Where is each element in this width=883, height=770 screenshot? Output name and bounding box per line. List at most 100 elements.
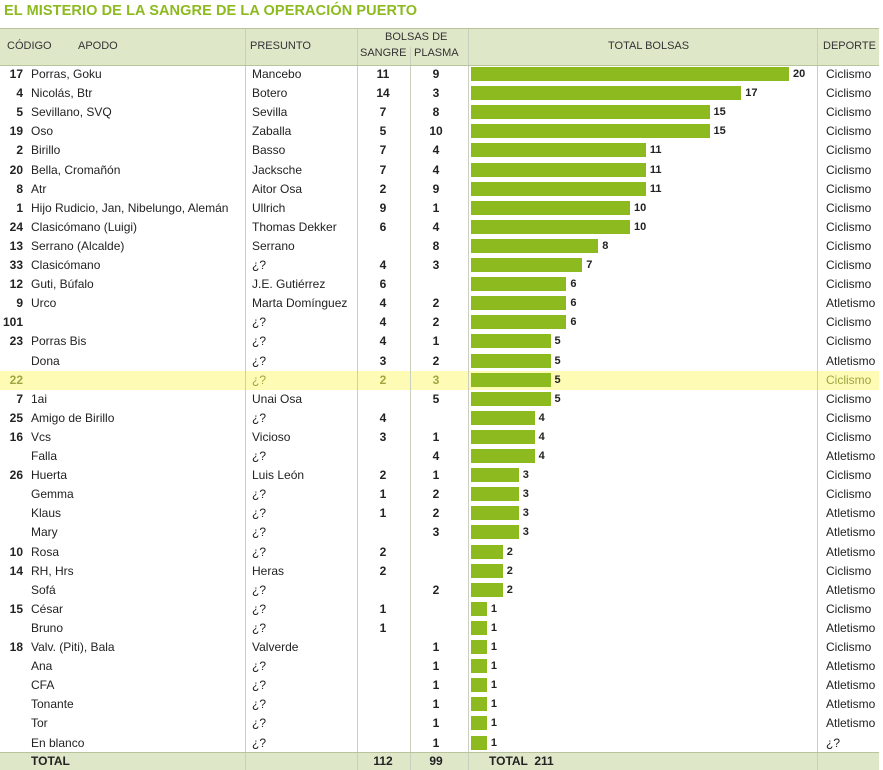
column-divider bbox=[245, 28, 246, 770]
total-bar bbox=[471, 181, 646, 196]
code-cell: 18 bbox=[9, 640, 23, 654]
sangre-cell: 7 bbox=[379, 162, 387, 177]
code-cell: 1 bbox=[16, 200, 23, 215]
code-cell: 24 bbox=[9, 219, 23, 234]
code-cell: 19 bbox=[9, 124, 23, 139]
header-total-bolsas: TOTAL BOLSAS bbox=[608, 40, 690, 52]
deporte-cell: Ciclismo bbox=[826, 563, 872, 578]
code-cell bbox=[0, 504, 23, 523]
apodo-cell: Nicolás, Btr bbox=[31, 86, 93, 101]
deporte-cell: Ciclismo bbox=[826, 334, 872, 349]
table-row: 12 Guti, Búfalo J.E. Gutiérrez 6 Ciclismo 6 bbox=[0, 275, 879, 294]
code-cell: 13 bbox=[9, 238, 23, 253]
presunto-cell: ¿? bbox=[252, 449, 267, 463]
apodo-cell: Oso bbox=[31, 124, 54, 139]
plasma-cell: 2 bbox=[432, 353, 440, 368]
sangre-cell bbox=[358, 638, 408, 657]
total-bar bbox=[471, 334, 551, 349]
code-cell bbox=[0, 447, 23, 466]
deporte-cell: Ciclismo bbox=[826, 315, 872, 330]
presunto-cell: ¿? bbox=[252, 735, 267, 750]
apodo-cell: 1ai bbox=[31, 391, 48, 406]
total-bar-label: 5 bbox=[554, 373, 561, 386]
total-bar-label: 20 bbox=[793, 68, 806, 80]
table-row: Gemma ¿? 1 2 Ciclismo 3 bbox=[0, 485, 879, 504]
total-bar bbox=[471, 563, 503, 578]
sangre-cell: 7 bbox=[379, 105, 387, 120]
apodo-cell: Birillo bbox=[31, 143, 61, 158]
plasma-cell: 1 bbox=[432, 659, 440, 674]
table-row: 14 RH, Hrs Heras 2 Ciclismo 2 bbox=[0, 562, 879, 581]
sangre-cell: 2 bbox=[379, 544, 387, 559]
code-cell: 12 bbox=[9, 277, 23, 292]
apodo-cell: Sofá bbox=[31, 582, 56, 597]
total-bar bbox=[471, 372, 551, 387]
plasma-cell bbox=[411, 562, 461, 581]
table-row: 16 Vcs Vicioso 3 1 Ciclismo 4 bbox=[0, 428, 879, 447]
presunto-cell: Thomas Dekker bbox=[252, 219, 337, 234]
row-divider bbox=[0, 28, 879, 29]
apodo-cell: Urco bbox=[31, 296, 57, 311]
total-bar bbox=[471, 124, 710, 139]
apodo-cell: Huerta bbox=[31, 468, 68, 483]
deporte-cell: Atletismo bbox=[826, 716, 876, 731]
sangre-cell: 3 bbox=[379, 353, 387, 368]
total-bar-label: 11 bbox=[649, 182, 662, 195]
deporte-cell: Ciclismo bbox=[826, 238, 872, 253]
total-bar-label: 1 bbox=[490, 641, 498, 653]
deporte-cell: Ciclismo bbox=[826, 67, 872, 81]
total-bar bbox=[471, 487, 519, 502]
header-deporte: DEPORTE bbox=[823, 40, 876, 52]
plasma-cell: 2 bbox=[432, 296, 440, 311]
apodo-cell: Sevillano, SVQ bbox=[31, 105, 112, 120]
deporte-cell: Ciclismo bbox=[826, 162, 872, 177]
totals-total: TOTAL 211 bbox=[489, 754, 554, 768]
presunto-cell: ¿? bbox=[252, 697, 267, 712]
table-row: 26 Huerta Luis León 2 1 Ciclismo 3 bbox=[0, 466, 879, 485]
column-divider bbox=[410, 47, 411, 770]
presunto-cell: ¿? bbox=[252, 525, 267, 540]
total-bar-label: 2 bbox=[506, 583, 513, 596]
row-divider bbox=[0, 65, 879, 66]
total-bar bbox=[471, 315, 567, 330]
plasma-cell: 2 bbox=[432, 506, 440, 521]
code-cell bbox=[0, 695, 23, 714]
total-bar bbox=[471, 659, 487, 674]
sangre-cell: 14 bbox=[376, 86, 390, 101]
presunto-cell: ¿? bbox=[252, 410, 267, 425]
presunto-cell: Zaballa bbox=[252, 124, 292, 139]
deporte-cell: Ciclismo bbox=[826, 143, 872, 158]
table-row: 10 Rosa ¿? 2 Atletismo 2 bbox=[0, 543, 879, 562]
apodo-cell: Tonante bbox=[31, 697, 74, 712]
code-cell bbox=[0, 676, 23, 695]
apodo-cell: Falla bbox=[31, 449, 58, 463]
sangre-cell bbox=[358, 447, 408, 466]
deporte-cell: Atletismo bbox=[826, 449, 876, 463]
table-row: 9 Urco Marta Domínguez 4 2 Atletismo 6 bbox=[0, 294, 879, 313]
sangre-cell: 7 bbox=[379, 143, 387, 158]
table-row: Dona ¿? 3 2 Atletismo 5 bbox=[0, 352, 879, 371]
presunto-cell: Unai Osa bbox=[252, 391, 303, 406]
plasma-cell: 10 bbox=[429, 124, 443, 139]
total-bar-label: 1 bbox=[490, 679, 498, 692]
presunto-cell: Luis León bbox=[252, 468, 305, 483]
sangre-cell: 4 bbox=[379, 334, 387, 349]
total-bar bbox=[471, 410, 535, 425]
total-bar bbox=[471, 697, 487, 712]
sangre-cell bbox=[358, 695, 408, 714]
sangre-cell: 1 bbox=[379, 601, 387, 616]
code-cell bbox=[0, 581, 23, 600]
total-bar bbox=[471, 525, 519, 540]
total-bar bbox=[471, 296, 567, 311]
apodo-cell: CFA bbox=[31, 678, 55, 693]
presunto-cell: ¿? bbox=[252, 372, 267, 387]
deporte-cell: Ciclismo bbox=[826, 429, 872, 444]
sangre-cell: 6 bbox=[379, 219, 387, 234]
deporte-cell: Atletismo bbox=[826, 697, 876, 712]
total-bar bbox=[471, 506, 519, 521]
table-header bbox=[0, 28, 879, 65]
plasma-cell: 8 bbox=[432, 105, 440, 120]
deporte-cell: Ciclismo bbox=[826, 468, 872, 483]
apodo-cell: Bella, Cromañón bbox=[31, 162, 121, 177]
table-row: 20 Bella, Cromañón Jacksche 7 4 Ciclismo 11 bbox=[0, 161, 879, 180]
